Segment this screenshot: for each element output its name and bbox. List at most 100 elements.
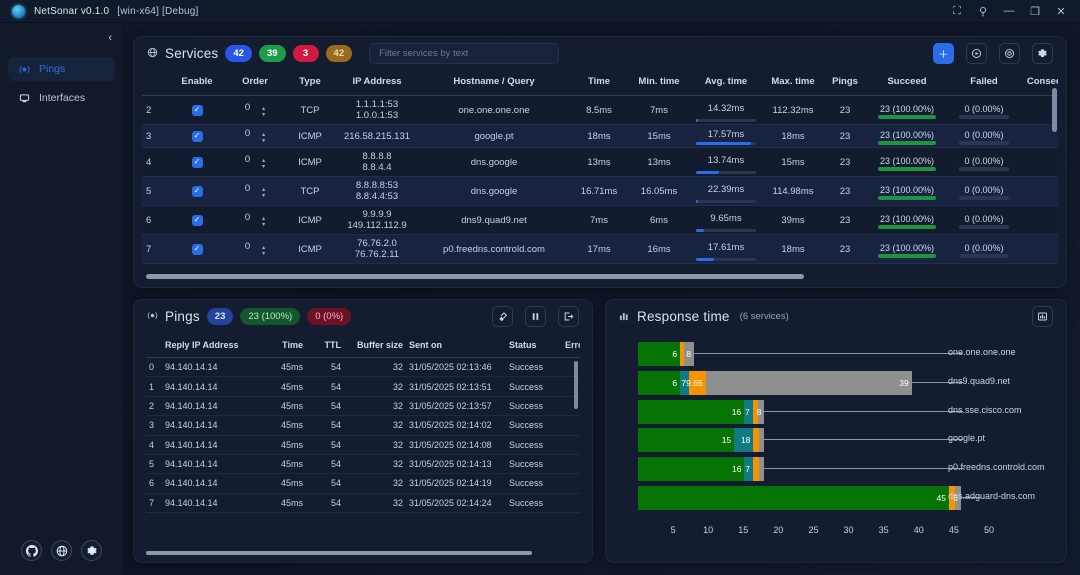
- stop-button[interactable]: [999, 43, 1020, 64]
- pings-col-reply-ip-address[interactable]: Reply IP Address: [162, 335, 254, 358]
- services-col-enable[interactable]: Enable: [168, 70, 226, 96]
- services-col-failed[interactable]: Failed: [948, 70, 1020, 96]
- list-item[interactable]: 6 94.140.14.14 45ms 54 32 31/05/2025 02:14:19…: [146, 473, 580, 494]
- chart-bar-row[interactable]: 6 8 one.one.one.one: [618, 339, 1056, 368]
- chart-plot-area: 6 8 one.one.one.one 6 7 9.65 39 dns9.quad9.net 1…: [618, 339, 1056, 535]
- list-item[interactable]: 2 94.140.14.14 45ms 54 32 31/05/2025 02:13:57…: [146, 396, 580, 417]
- services-col-hostname-query[interactable]: Hostname / Query: [418, 70, 570, 96]
- services-vertical-scrollbar[interactable]: [1052, 88, 1057, 132]
- max-time-cell: 18ms: [762, 234, 824, 264]
- chart-options-button[interactable]: [1032, 306, 1053, 327]
- services-col-type[interactable]: Type: [284, 70, 336, 96]
- sidebar-item-pings[interactable]: Pings: [8, 57, 115, 81]
- pings-col-buffer-size[interactable]: Buffer size: [344, 335, 406, 358]
- bar-segment-time: 7: [744, 399, 753, 424]
- status-cell: Success: [506, 473, 562, 494]
- enable-checkbox[interactable]: ✓: [191, 243, 203, 255]
- services-col-time[interactable]: Time: [570, 70, 628, 96]
- enable-checkbox[interactable]: ✓: [191, 156, 203, 168]
- enable-cell: ✓: [168, 263, 226, 266]
- maximize-button[interactable]: ❐: [1030, 5, 1040, 18]
- pings-col-ttl[interactable]: TTL: [306, 335, 344, 358]
- row-index: 0: [146, 357, 162, 378]
- bar-segment-avg: [752, 457, 759, 482]
- table-row[interactable]: 8✓0▴▾ICMP208.67.222.222208.67.220.220dns…: [142, 263, 1058, 266]
- succeed-bar: [878, 141, 936, 145]
- github-icon[interactable]: [21, 540, 42, 561]
- services-col-pings[interactable]: Pings: [824, 70, 866, 96]
- chart-bar-row[interactable]: 45 6 dns.adguard-dns.com: [618, 483, 1056, 512]
- table-row[interactable]: 5 ✓ 0 ▴ ▾ TCP 8.8.8.8:53 8.8.4.4:53 dns.google 16…: [142, 176, 1058, 206]
- services-horizontal-scrollbar[interactable]: [146, 274, 804, 279]
- sidebar-collapse-icon[interactable]: ‹: [108, 32, 112, 44]
- expand-icon[interactable]: ⛶: [953, 4, 961, 17]
- enable-checkbox[interactable]: ✓: [191, 130, 203, 142]
- chart-bar-row[interactable]: 16 7 8 dns.sse.cisco.com: [618, 397, 1056, 426]
- services-col-min-time[interactable]: Min. time: [628, 70, 690, 96]
- order-stepper[interactable]: ▴ ▾: [262, 216, 266, 228]
- buffer-size-cell: 32: [344, 435, 406, 455]
- order-stepper[interactable]: ▴ ▾: [262, 106, 266, 118]
- list-item[interactable]: 0 94.140.14.14 45ms 54 32 31/05/2025 02:13:46…: [146, 357, 580, 378]
- order-cell: 0▴▾: [226, 205, 284, 235]
- succeed-cell: 23 (100.00%): [866, 95, 948, 125]
- export-button[interactable]: [558, 306, 579, 327]
- minimize-button[interactable]: —: [1003, 5, 1015, 17]
- settings-button[interactable]: [1032, 43, 1053, 64]
- chart-leader-line: [764, 439, 963, 441]
- pings-col-sent-on[interactable]: Sent on: [406, 335, 506, 358]
- hostname-cell: dns.google: [418, 176, 570, 206]
- enable-checkbox[interactable]: ✓: [191, 185, 203, 197]
- table-row[interactable]: 7 ✓ 0 ▴ ▾ ICMP 76.76.2.0 76.76.2.11 p0.freedns.c…: [142, 234, 1058, 264]
- table-row[interactable]: 2 ✓ 0 ▴ ▾ TCP 1.1.1.1:53 1.0.0.1:53 one.one.one.…: [142, 95, 1058, 125]
- list-item[interactable]: 3 94.140.14.14 45ms 54 32 31/05/2025 02:14:02…: [146, 415, 580, 436]
- pings-col-status[interactable]: Status: [506, 335, 562, 358]
- pings-col-error-message[interactable]: Error message: [562, 335, 580, 358]
- sidebar-item-interfaces[interactable]: Interfaces: [8, 86, 115, 110]
- order-stepper[interactable]: ▴ ▾: [262, 245, 266, 257]
- clear-button[interactable]: [492, 306, 513, 327]
- services-filter-input[interactable]: Filter services by text: [369, 43, 560, 64]
- pings-col-time[interactable]: Time: [254, 335, 306, 358]
- run-button[interactable]: [966, 43, 987, 64]
- enable-checkbox[interactable]: ✓: [191, 214, 203, 226]
- services-col-max-time[interactable]: Max. time: [762, 70, 824, 96]
- pings-col-index[interactable]: [146, 335, 162, 358]
- services-col-index[interactable]: [142, 70, 168, 96]
- pause-button[interactable]: [525, 306, 546, 327]
- table-row[interactable]: 6 ✓ 0 ▴ ▾ ICMP 9.9.9.9 149.112.112.9 dns9.quad9.…: [142, 205, 1058, 235]
- table-row[interactable]: 3 ✓ 0 ▴ ▾ ICMP 216.58.215.131 google.pt 18ms 15ms…: [142, 124, 1058, 148]
- table-row[interactable]: 4 ✓ 0 ▴ ▾ ICMP 8.8.8.8 8.8.4.4 dns.google 13ms 13m…: [142, 147, 1058, 177]
- list-item[interactable]: 4 94.140.14.14 45ms 54 32 31/05/2025 02:14:08…: [146, 435, 580, 455]
- services-col-succeed[interactable]: Succeed: [866, 70, 948, 96]
- pings-horizontal-scrollbar[interactable]: [146, 551, 532, 555]
- list-item[interactable]: 7 94.140.14.14 45ms 54 32 31/05/2025 02:14:24…: [146, 493, 580, 514]
- services-col-avg-time[interactable]: Avg. time: [690, 70, 762, 96]
- order-stepper[interactable]: ▴ ▾: [262, 158, 266, 170]
- ping-time-cell: 45ms: [254, 376, 306, 397]
- chart-bar-row[interactable]: 16 7 p0.freedns.controld.com: [618, 454, 1056, 483]
- list-item[interactable]: 5 94.140.14.14 45ms 54 32 31/05/2025 02:14:13…: [146, 454, 580, 475]
- close-button[interactable]: ✕: [1056, 5, 1066, 18]
- chart-bar-row[interactable]: 15 18 google.pt: [618, 425, 1056, 454]
- services-col-consecutive-succeed[interactable]: Consecutive Succeed: [1020, 70, 1058, 96]
- add-service-button[interactable]: ＋: [933, 43, 954, 64]
- avg-time-bar: [695, 257, 757, 261]
- list-item[interactable]: 1 94.140.14.14 45ms 54 32 31/05/2025 02:13:51…: [146, 376, 580, 397]
- order-stepper[interactable]: ▴ ▾: [262, 187, 266, 199]
- error-message-cell: [562, 473, 580, 494]
- gear-icon[interactable]: [81, 540, 102, 561]
- build-tag: [win-x64] [Debug]: [117, 5, 199, 17]
- services-col-order[interactable]: Order: [226, 70, 284, 96]
- services-col-ip-address[interactable]: IP Address: [336, 70, 418, 96]
- enable-checkbox[interactable]: ✓: [191, 104, 203, 116]
- services-table-wrapper[interactable]: Enable Order Type IP Address Hostname / Quer…: [142, 70, 1058, 266]
- pings-vertical-scrollbar[interactable]: [574, 361, 578, 409]
- pin-icon[interactable]: ⚲: [978, 5, 988, 18]
- globe-icon[interactable]: [51, 540, 72, 561]
- pings-badge-success: 23 (100%): [240, 308, 301, 325]
- order-stepper[interactable]: ▴ ▾: [262, 132, 266, 144]
- pings-table-wrapper[interactable]: Reply IP Address Time TTL Buffer size Sent o…: [146, 335, 580, 533]
- bar-segment-avg: 9.65: [686, 370, 706, 395]
- chart-bar-row[interactable]: 6 7 9.65 39 dns9.quad9.net: [618, 368, 1056, 397]
